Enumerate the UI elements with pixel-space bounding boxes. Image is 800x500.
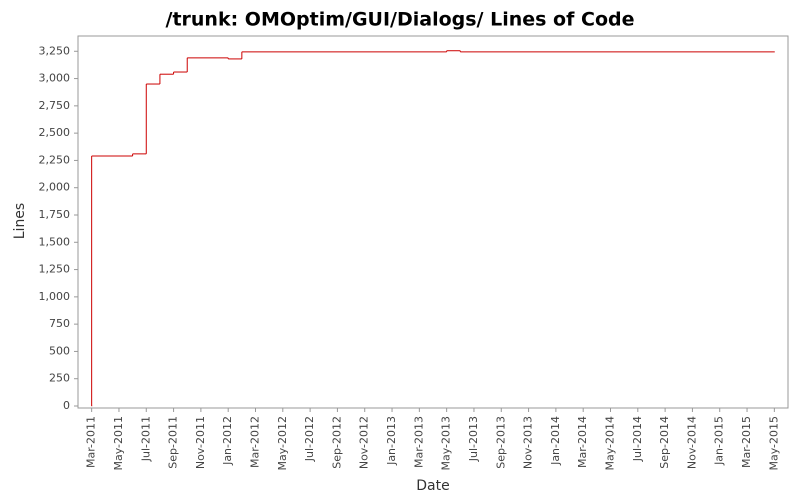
y-tick-label: 3,250: [39, 44, 71, 57]
y-tick-label: 1,500: [39, 235, 71, 248]
x-tick-label: Mar-2013: [412, 416, 425, 468]
x-tick-label: Sep-2014: [658, 416, 671, 469]
y-tick-label: 1,250: [39, 263, 71, 276]
x-tick-label: Mar-2014: [576, 416, 589, 468]
x-tick-label: Nov-2013: [522, 416, 535, 469]
x-tick-label: Nov-2014: [685, 416, 698, 469]
x-tick-label: Jan-2014: [549, 416, 562, 466]
x-tick-label: Nov-2011: [194, 416, 207, 469]
x-tick-label: Mar-2015: [740, 416, 753, 468]
y-tick-label: 0: [63, 399, 70, 412]
x-tick-label: Sep-2011: [167, 416, 180, 469]
x-tick-label: Jul-2012: [303, 416, 316, 462]
y-tick-label: 2,750: [39, 99, 71, 112]
y-tick-label: 2,250: [39, 153, 71, 166]
x-tick-label: Jan-2015: [713, 416, 726, 466]
y-tick-label: 1,750: [39, 208, 71, 221]
x-tick-label: Mar-2012: [249, 416, 262, 468]
x-tick-label: Mar-2011: [85, 416, 98, 468]
x-tick-label: Nov-2012: [358, 416, 371, 469]
x-tick-label: Sep-2013: [494, 416, 507, 469]
x-tick-label: Jan-2012: [221, 416, 234, 466]
y-tick-label: 2,500: [39, 126, 71, 139]
x-tick-label: May-2013: [440, 416, 453, 471]
y-tick-label: 750: [49, 317, 70, 330]
y-tick-label: 3,000: [39, 72, 71, 85]
y-tick-label: 2,000: [39, 181, 71, 194]
x-tick-label: May-2011: [112, 416, 125, 471]
y-tick-label: 250: [49, 372, 70, 385]
x-tick-label: Jul-2013: [467, 416, 480, 462]
x-tick-label: Jul-2014: [631, 416, 644, 462]
chart-title: /trunk: OMOptim/GUI/Dialogs/ Lines of Co…: [166, 9, 635, 31]
y-tick-label: 500: [49, 344, 70, 357]
y-tick-label: 1,000: [39, 290, 71, 303]
x-tick-label: May-2014: [604, 416, 617, 471]
x-tick-label: Jan-2013: [385, 416, 398, 466]
y-axis-title: Lines: [12, 203, 28, 239]
x-tick-label: Sep-2012: [330, 416, 343, 469]
x-tick-label: May-2015: [767, 416, 780, 471]
x-tick-label: Jul-2011: [139, 416, 152, 462]
x-tick-label: May-2012: [276, 416, 289, 471]
x-axis-title: Date: [416, 478, 449, 494]
plot-area: [77, 35, 789, 409]
